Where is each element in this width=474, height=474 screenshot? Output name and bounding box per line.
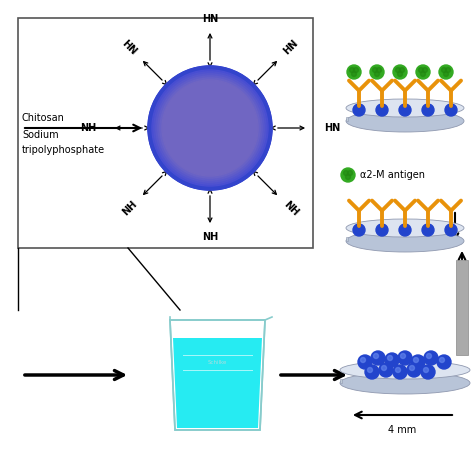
Text: NH: NH [80, 123, 96, 133]
Circle shape [176, 94, 208, 126]
Text: α2-M antigen: α2-M antigen [360, 170, 425, 180]
Circle shape [427, 354, 431, 358]
Circle shape [341, 168, 355, 182]
Circle shape [398, 351, 412, 365]
Ellipse shape [340, 361, 470, 379]
Circle shape [393, 65, 407, 79]
Circle shape [422, 104, 434, 116]
Circle shape [388, 356, 392, 361]
Circle shape [365, 365, 379, 379]
Circle shape [441, 67, 447, 73]
Bar [456, 260, 468, 355]
Circle shape [376, 104, 388, 116]
Circle shape [376, 67, 382, 73]
Circle shape [344, 171, 348, 175]
Circle shape [395, 67, 401, 73]
Circle shape [150, 68, 270, 188]
Circle shape [158, 76, 262, 180]
Circle shape [437, 355, 451, 369]
Circle shape [353, 104, 365, 116]
Circle shape [393, 365, 407, 379]
Circle shape [156, 74, 264, 182]
Circle shape [411, 355, 425, 369]
Circle shape [374, 354, 379, 358]
Circle shape [353, 224, 365, 236]
Circle shape [413, 357, 419, 363]
Circle shape [148, 66, 272, 190]
Ellipse shape [346, 230, 464, 252]
Circle shape [395, 367, 401, 373]
Circle shape [420, 72, 426, 76]
Text: NH: NH [202, 232, 218, 242]
Circle shape [439, 65, 453, 79]
Circle shape [354, 67, 358, 73]
Circle shape [373, 67, 377, 73]
Text: HN: HN [120, 38, 139, 57]
Circle shape [347, 171, 353, 175]
Text: MnFe$_2$O$_4$: MnFe$_2$O$_4$ [182, 121, 238, 135]
Circle shape [424, 351, 438, 365]
Circle shape [421, 365, 435, 379]
Circle shape [367, 367, 373, 373]
Text: Schilke: Schilke [208, 359, 227, 365]
Circle shape [361, 357, 365, 363]
Text: HN: HN [324, 123, 340, 133]
Circle shape [422, 67, 428, 73]
Circle shape [371, 351, 385, 365]
Ellipse shape [346, 99, 464, 117]
Circle shape [398, 72, 402, 76]
Circle shape [399, 224, 411, 236]
Circle shape [446, 67, 450, 73]
Ellipse shape [340, 372, 470, 394]
Circle shape [376, 224, 388, 236]
Circle shape [385, 353, 399, 367]
Circle shape [154, 72, 266, 184]
Text: NH: NH [282, 200, 300, 218]
Circle shape [416, 65, 430, 79]
Text: HN: HN [282, 38, 300, 57]
Bar [18, 18, 313, 248]
Circle shape [162, 80, 258, 176]
Text: Chitosan: Chitosan [22, 113, 65, 123]
Circle shape [160, 78, 260, 178]
Circle shape [401, 354, 405, 358]
Circle shape [152, 70, 268, 186]
Circle shape [445, 104, 457, 116]
Circle shape [379, 363, 393, 377]
Circle shape [407, 363, 421, 377]
Circle shape [346, 174, 350, 180]
Circle shape [347, 65, 361, 79]
Circle shape [423, 367, 428, 373]
Ellipse shape [346, 219, 464, 237]
Circle shape [445, 224, 457, 236]
Text: Sodium: Sodium [22, 130, 59, 140]
Circle shape [400, 67, 404, 73]
Circle shape [399, 104, 411, 116]
Polygon shape [173, 338, 262, 428]
Circle shape [439, 357, 445, 363]
Circle shape [374, 72, 380, 76]
Circle shape [422, 224, 434, 236]
Circle shape [410, 365, 414, 371]
Text: HN: HN [202, 14, 218, 24]
Polygon shape [346, 237, 348, 241]
Circle shape [419, 67, 423, 73]
Circle shape [352, 72, 356, 76]
Circle shape [444, 72, 448, 76]
Polygon shape [340, 379, 342, 383]
Circle shape [349, 67, 355, 73]
Text: NH: NH [120, 200, 139, 218]
Circle shape [148, 66, 272, 190]
Text: 4 mm: 4 mm [388, 425, 416, 435]
Circle shape [370, 65, 384, 79]
Ellipse shape [346, 110, 464, 132]
Polygon shape [346, 117, 348, 121]
Circle shape [382, 365, 386, 371]
Circle shape [358, 355, 372, 369]
Text: tripolyphosphate: tripolyphosphate [22, 145, 105, 155]
